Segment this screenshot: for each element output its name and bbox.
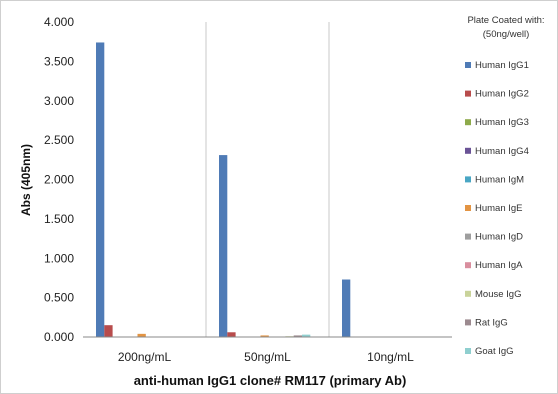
bar-human-ige-0: [137, 333, 146, 337]
legend-swatch: [465, 90, 471, 97]
y-tick-label: 1.000: [44, 251, 74, 265]
legend: Plate Coated with: (50ng/well) Human IgG…: [465, 15, 545, 357]
legend-label: Human IgM: [475, 174, 524, 185]
legend-label: Human IgG3: [475, 117, 529, 128]
legend-swatch: [465, 348, 471, 354]
bar-human-ige-1: [260, 335, 269, 337]
legend-swatch: [465, 147, 471, 154]
legend-swatch: [465, 262, 471, 269]
legend-label: Human IgA: [475, 260, 523, 271]
bar-human-igg1-0: [96, 42, 105, 337]
y-tick-label: 2.000: [44, 173, 74, 187]
bar-human-igg2-1: [227, 332, 236, 337]
legend-swatch: [465, 119, 471, 126]
legend-label: Goat IgG: [475, 346, 514, 357]
legend-title-line-1: Plate Coated with:: [467, 15, 544, 26]
y-axis-label: Abs (405nm): [19, 144, 33, 216]
y-tick-label: 0.000: [44, 330, 74, 344]
legend-label: Rat IgG: [475, 317, 508, 328]
grid-lines: [205, 22, 330, 337]
legend-swatch: [465, 233, 471, 240]
legend-swatch: [465, 319, 471, 326]
legend-swatch: [465, 176, 471, 183]
legend-label: Human IgG2: [475, 89, 529, 100]
x-axis-label: anti-human IgG1 clone# RM117 (primary Ab…: [134, 373, 407, 388]
bar-goat-igg-1: [302, 334, 311, 337]
legend-title-line-2: (50ng/well): [483, 29, 529, 40]
legend-label: Human IgE: [475, 203, 523, 214]
legend-label: Human IgG1: [475, 60, 529, 71]
bar-rat-igg-1: [293, 335, 302, 337]
legend-swatch: [465, 205, 471, 211]
y-tick-label: 0.500: [44, 291, 74, 305]
y-tick-labels: 0.000 0.500 1.000 1.500 2.000 2.500 3.000 3.500…: [44, 15, 74, 344]
legend-swatch: [465, 290, 471, 297]
y-tick-label: 1.500: [44, 212, 74, 226]
legend-label: Mouse IgG: [475, 289, 521, 300]
legend-swatch: [465, 62, 471, 68]
legend-label: Human IgG4: [475, 146, 529, 157]
y-tick-label: 3.000: [44, 94, 74, 108]
x-tick-label: 200ng/mL: [118, 350, 172, 364]
x-tick-label: 50ng/mL: [244, 350, 291, 364]
x-tick-labels: 200ng/mL 50ng/mL 10ng/mL: [118, 350, 414, 364]
bar-human-igg1-2: [342, 279, 351, 337]
bar-human-igg2-0: [104, 325, 113, 337]
y-tick-label: 2.500: [44, 133, 74, 147]
legend-label: Human IgD: [475, 232, 523, 243]
y-tick-label: 4.000: [44, 15, 74, 29]
bar-human-igg1-1: [219, 155, 228, 337]
y-tick-label: 3.500: [44, 54, 74, 68]
x-tick-label: 10ng/mL: [367, 350, 414, 364]
